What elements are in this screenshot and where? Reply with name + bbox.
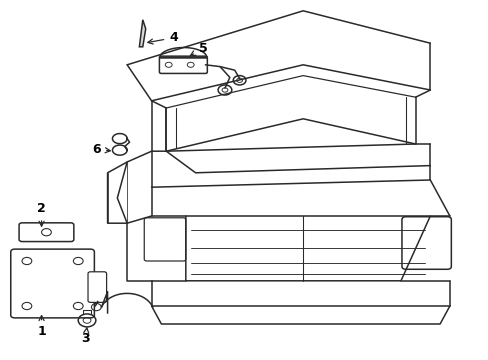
Text: 4: 4 (147, 31, 178, 44)
Text: 6: 6 (92, 143, 110, 156)
Text: 5: 5 (190, 42, 207, 55)
FancyBboxPatch shape (159, 56, 207, 73)
Polygon shape (139, 20, 145, 47)
FancyBboxPatch shape (19, 223, 74, 242)
Text: 2: 2 (37, 202, 46, 226)
FancyBboxPatch shape (11, 249, 94, 318)
Text: 3: 3 (81, 328, 90, 345)
FancyBboxPatch shape (88, 272, 106, 302)
Text: 1: 1 (37, 316, 46, 338)
FancyBboxPatch shape (144, 218, 185, 261)
FancyBboxPatch shape (401, 217, 450, 269)
